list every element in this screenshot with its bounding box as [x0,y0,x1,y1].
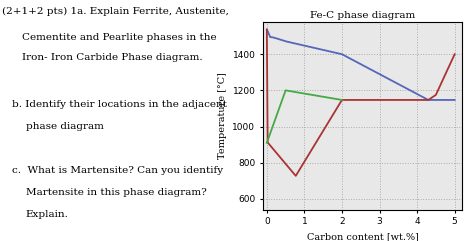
Text: (2+1+2 pts) 1a. Explain Ferrite, Austenite,: (2+1+2 pts) 1a. Explain Ferrite, Austeni… [2,7,229,16]
Text: Cementite and Pearlite phases in the: Cementite and Pearlite phases in the [22,33,217,41]
Text: c.  What is Martensite? Can you identify: c. What is Martensite? Can you identify [12,166,223,175]
Text: Explain.: Explain. [26,210,69,219]
Text: b. Identify their locations in the adjacent: b. Identify their locations in the adjac… [12,100,228,109]
Text: Martensite in this phase diagram?: Martensite in this phase diagram? [26,188,207,197]
Text: Iron- Iron Carbide Phase diagram.: Iron- Iron Carbide Phase diagram. [22,53,203,62]
Text: phase diagram: phase diagram [26,122,104,131]
Title: Fe-C phase diagram: Fe-C phase diagram [310,11,415,20]
X-axis label: Carbon content [wt.%]: Carbon content [wt.%] [307,232,419,241]
Y-axis label: Temperature [°C]: Temperature [°C] [218,72,227,159]
